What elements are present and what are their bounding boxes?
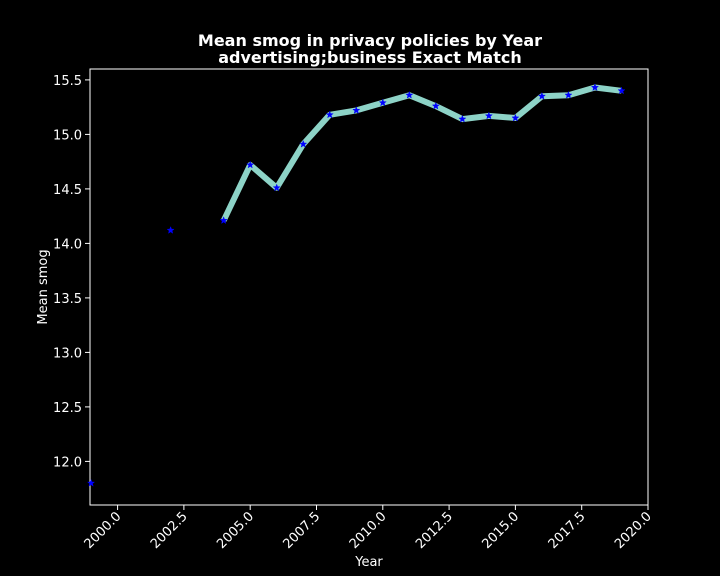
- data-point-marker: [617, 86, 626, 95]
- x-tick-label: 2017.5: [546, 509, 589, 552]
- data-point-marker: [299, 139, 308, 148]
- series-line: [220, 84, 622, 222]
- y-tick-label: 12.5: [53, 401, 82, 416]
- data-point-marker: [564, 90, 573, 99]
- y-tick-label: 15.5: [53, 74, 82, 89]
- data-point-marker: [246, 160, 255, 169]
- data-point-marker: [484, 111, 493, 120]
- x-tick-label: 2010.0: [347, 509, 390, 552]
- data-point-marker: [86, 478, 96, 487]
- data-point-marker: [325, 110, 334, 119]
- x-tick-label: 2012.5: [413, 509, 456, 552]
- data-point-marker: [458, 114, 467, 123]
- y-tick-label: 15.0: [53, 128, 82, 143]
- data-point-marker: [537, 91, 547, 100]
- x-tick-label: 2015.0: [479, 509, 522, 552]
- data-point-marker: [378, 98, 387, 107]
- y-tick-label: 14.5: [53, 183, 82, 198]
- y-axis-label: Mean smog: [36, 249, 51, 324]
- x-axis-label: Year: [354, 555, 383, 570]
- x-tick-label: 2000.0: [82, 509, 125, 552]
- data-point-marker: [405, 90, 414, 99]
- data-point-marker: [590, 83, 600, 92]
- data-point-marker: [511, 113, 520, 122]
- data-point-marker: [272, 183, 281, 192]
- y-tick-label: 12.0: [53, 455, 82, 470]
- y-tick-label: 13.5: [53, 292, 82, 307]
- x-tick-label: 2005.0: [214, 509, 257, 552]
- data-point-marker: [166, 226, 175, 234]
- x-tick-label: 2002.5: [148, 509, 191, 552]
- chart-title-line1: Mean smog in privacy policies by Year: [198, 31, 542, 50]
- x-tick-label: 2007.5: [281, 509, 324, 552]
- data-point-marker: [352, 106, 361, 114]
- y-tick-label: 13.0: [53, 346, 82, 361]
- chart-title-line2: advertising;business Exact Match: [218, 48, 522, 67]
- y-tick-label: 14.0: [53, 237, 82, 252]
- data-point-marker: [431, 101, 440, 110]
- plot-area: 12.0 12.5 13.0 13.5 14.0 14.5 15.0 15.5 2000.0 20…: [53, 68, 655, 552]
- plot-frame: [89, 68, 649, 506]
- data-point-marker: [219, 216, 228, 225]
- x-tick-label: 2020.0: [612, 509, 655, 552]
